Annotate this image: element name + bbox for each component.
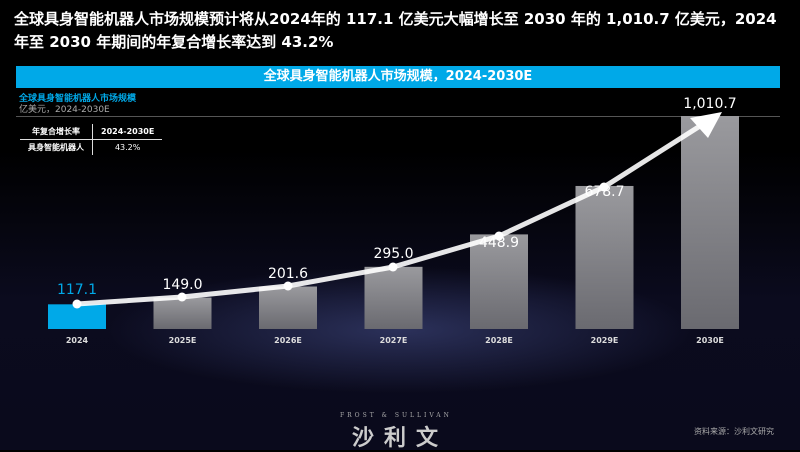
trend-point — [599, 182, 609, 192]
trend-point — [494, 231, 504, 241]
data-label: 448.9 — [479, 235, 519, 251]
trend-point — [388, 262, 398, 272]
headline: 全球具身智能机器人市场规模预计将从2024年的 117.1 亿美元大幅增长至 2… — [14, 10, 777, 51]
x-tick-label: 2029E — [591, 336, 619, 345]
bar-2027E — [364, 266, 423, 329]
bar-2025E — [153, 297, 212, 329]
logo-en: FROST & SULLIVAN — [340, 412, 452, 419]
data-label: 295.0 — [373, 246, 413, 262]
logo-cn: 沙利文 — [352, 426, 449, 451]
divider — [16, 116, 780, 117]
x-tick-label: 2026E — [274, 336, 302, 345]
x-tick-label: 2027E — [380, 336, 408, 345]
bar-2030E — [681, 116, 739, 329]
trend-point — [283, 281, 293, 291]
source-note: 资料来源：沙利文研究 — [694, 427, 774, 436]
data-label: 201.6 — [268, 266, 308, 282]
x-tick-label: 2030E — [696, 336, 724, 345]
cagr-table: 年复合增长率 2024-2030E 具身智能机器人 43.2% — [20, 124, 163, 155]
x-tick-label: 2028E — [485, 336, 513, 345]
trend-point — [177, 292, 187, 302]
row-label: 具身智能机器人 — [20, 139, 93, 155]
chart-subtitle: 全球具身智能机器人市场规模 — [19, 94, 137, 104]
chart-title: 全球具身智能机器人市场规模，2024-2030E — [16, 66, 780, 88]
x-tick-label: 2025E — [169, 336, 197, 345]
period-header: 2024-2030E — [92, 124, 163, 140]
bar-2026E — [259, 286, 317, 329]
trend-arrow-head — [690, 112, 722, 138]
row-value: 43.2% — [114, 143, 141, 152]
cagr-header: 年复合增长率 — [20, 124, 93, 140]
trend-point — [72, 299, 82, 309]
data-label: 117.1 — [57, 282, 97, 298]
x-tick-label: 2024 — [66, 336, 89, 345]
data-label: 678.7 — [584, 184, 624, 200]
data-label: 1,010.7 — [683, 96, 736, 112]
bar-2028E — [470, 234, 528, 329]
chart-unit: 亿美元，2024-2030E — [19, 105, 110, 115]
data-label: 149.0 — [162, 277, 202, 293]
bar-2029E — [575, 185, 634, 329]
